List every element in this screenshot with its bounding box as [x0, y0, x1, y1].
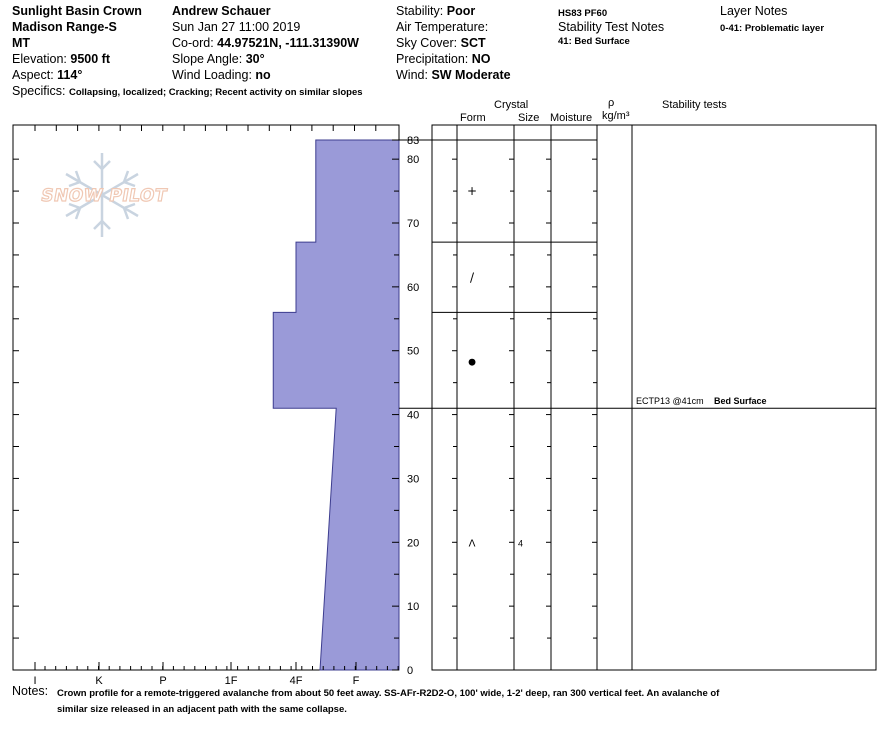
coord-value: 44.97521N, -111.31390W: [217, 36, 359, 50]
notes-line-2: similar size released in an adjacent pat…: [57, 704, 347, 715]
notes-label: Notes:: [12, 684, 49, 698]
precip-row: Precipitation: NO: [396, 52, 491, 67]
height-tick-label: 10: [407, 601, 419, 613]
crystal-size: 4: [518, 538, 523, 548]
air-temp-label: Air Temperature:: [396, 20, 489, 34]
snowpilot-logo: SNOW PILOT: [34, 150, 174, 240]
height-tick-label: 20: [407, 537, 419, 549]
location-range: Madison Range-S: [12, 20, 117, 34]
slope-label: Slope Angle:: [172, 52, 243, 66]
rho-header: ρ: [608, 97, 615, 109]
size-header: Size: [518, 112, 540, 124]
layer-table-frame: [431, 124, 877, 671]
height-tick-label: 30: [407, 473, 419, 485]
layer-note-1: 0-41: Problematic layer: [720, 23, 825, 34]
notes-line-1: Crown profile for a remote-triggered ava…: [57, 688, 720, 699]
snowflake-icon: [65, 153, 139, 237]
stability-test: ECTP13 @41cm: [636, 396, 704, 406]
height-tick-label: 83: [407, 135, 419, 147]
stability-value: Poor: [446, 4, 476, 18]
stability-tests-header: Stability tests: [662, 99, 727, 111]
layer-notes-title: Layer Notes: [720, 4, 788, 18]
height-tick-label: 40: [407, 410, 419, 422]
stability-test-note: Bed Surface: [714, 396, 767, 406]
form-symbol: Λ: [469, 538, 476, 549]
aspect-value: 114°: [57, 68, 83, 82]
coord-label: Co-ord:: [172, 36, 214, 50]
aspect-label: Aspect:: [12, 68, 54, 82]
sky-label: Sky Cover:: [396, 36, 458, 50]
specifics-value: Collapsing, localized; Cracking; Recent …: [68, 87, 363, 98]
crystal-header: Crystal: [494, 99, 529, 111]
location-name: Sunlight Basin Crown: [12, 4, 142, 18]
height-tick-label: 70: [407, 218, 419, 230]
height-tick-label: 80: [407, 154, 419, 166]
hardness-tick-label: I: [33, 675, 36, 687]
sky-row: Sky Cover: SCT: [396, 36, 486, 51]
elevation-row: Elevation: 9500 ft: [12, 52, 110, 67]
form-symbol: +: [467, 184, 477, 198]
observation-datetime: Sun Jan 27 11:00 2019: [172, 20, 301, 34]
density-unit-header: kg/m³: [602, 110, 630, 122]
specifics-row: Specifics: Collapsing, localized; Cracki…: [12, 84, 363, 100]
sky-value: SCT: [460, 36, 486, 50]
location-state: MT: [12, 36, 31, 50]
precip-value: NO: [471, 52, 491, 66]
hardness-tick-label: 4F: [290, 675, 303, 687]
moisture-header: Moisture: [550, 112, 593, 124]
height-tick-label: 0: [407, 665, 413, 677]
hardness-tick-label: P: [159, 675, 166, 687]
stability-note-1: 41: Bed Surface: [558, 36, 630, 47]
hardness-tick-label: K: [95, 675, 103, 687]
hs-pf-value: HS83 PF60: [558, 8, 608, 19]
form-symbol: /: [470, 270, 475, 284]
wind-row: Wind: SW Moderate: [396, 68, 511, 83]
height-tick-label: 60: [407, 282, 419, 294]
hardness-profile: [272, 139, 400, 671]
coord-row: Co-ord: 44.97521N, -111.31390W: [172, 36, 359, 51]
specifics-label: Specifics:: [12, 84, 66, 98]
wind-loading-value: no: [255, 68, 271, 82]
slope-row: Slope Angle: 30°: [172, 52, 265, 67]
height-tick-label: 50: [407, 346, 419, 358]
aspect-row: Aspect: 114°: [12, 68, 82, 83]
stability-row: Stability: Poor: [396, 4, 475, 19]
wind-value: SW Moderate: [431, 68, 511, 82]
observer-name: Andrew Schauer: [172, 4, 271, 18]
elevation-label: Elevation:: [12, 52, 67, 66]
hardness-tick-label: F: [353, 675, 360, 687]
slope-value: 30°: [245, 52, 265, 66]
elevation-value: 9500 ft: [70, 52, 110, 66]
stability-label: Stability:: [396, 4, 444, 18]
hardness-tick-label: 1F: [225, 675, 238, 687]
wind-loading-row: Wind Loading: no: [172, 68, 271, 83]
stability-notes-title: Stability Test Notes: [558, 20, 665, 34]
wind-label: Wind:: [396, 68, 428, 82]
wind-loading-label: Wind Loading:: [172, 68, 252, 82]
form-header: Form: [460, 112, 486, 124]
form-symbol: ●: [468, 357, 476, 367]
precip-label: Precipitation:: [396, 52, 469, 66]
